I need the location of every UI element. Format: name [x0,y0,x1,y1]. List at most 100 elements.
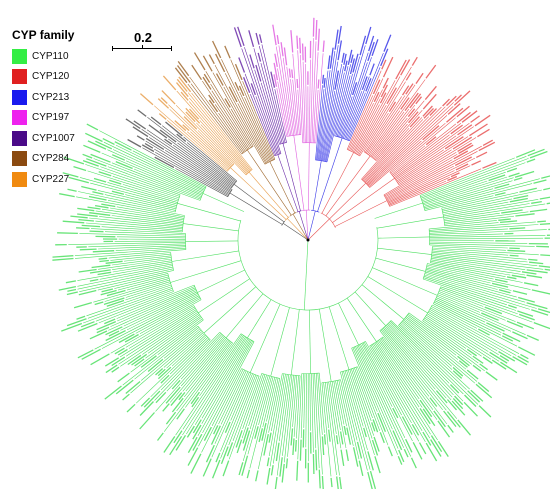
clade-stem [304,239,309,310]
subclade-branch [354,291,386,326]
leaf-label [433,410,446,428]
leaf-branch [191,92,253,170]
leaf-label [65,280,77,284]
leaf-label [377,412,387,433]
leaf-branch [200,124,248,175]
scale-bar-label: 0.2 [133,30,153,45]
leaf-label [96,321,117,331]
leaf-label [77,349,94,359]
leaf-branch [339,96,353,138]
leaf-label [291,69,294,79]
leaf-branch [345,76,370,140]
leaf-branch [214,104,247,151]
leaf-label [122,393,130,401]
leaf-branch [431,252,528,263]
leaf-label [470,389,484,402]
leaf-branch [76,196,185,218]
leaf-branch [101,296,200,349]
leaf-label [350,54,354,64]
leaf-branch [239,91,272,161]
leaf-branch [367,106,454,186]
leaf-branch [430,261,511,276]
leaf-label [171,379,181,390]
leaf-branch [261,44,286,143]
leaf-label [488,174,506,182]
leaf-label [241,455,249,476]
leaf-label [255,32,260,45]
leaf-branch [101,208,184,222]
leaf-branch [321,91,336,161]
clade-stem [307,218,330,241]
leaf-label [177,61,190,77]
leaf-branch [356,76,401,155]
leaf-label [67,288,77,292]
leaf-branch [359,344,406,439]
leaf-label [57,232,78,235]
leaf-branch [439,288,533,323]
subclade-branch [309,309,311,374]
leaf-branch [122,325,199,386]
leaf-branch [361,110,423,180]
leaf-branch [326,64,351,162]
leaf-branch [99,130,207,187]
leaf-branch [311,373,314,453]
leaf-label [373,91,380,103]
leaf-label [105,326,123,336]
legend-item-cyp110: CYP110 [2,46,82,67]
leaf-label [81,348,101,360]
leaf-branch [187,92,252,171]
clade-cyp1007 [233,26,309,241]
leaf-branch [182,335,245,430]
leaf-label [474,114,491,127]
leaf-label [400,97,410,110]
leaf-branch [385,145,482,199]
leaf-branch [425,270,498,290]
leaf-branch [386,324,454,396]
leaf-branch [423,319,467,349]
leaf-branch [368,140,422,187]
leaf-branch [277,68,290,137]
subclade-branch [249,304,281,373]
leaf-branch [393,134,450,177]
leaf-branch [357,104,387,155]
leaf-branch [389,180,447,206]
leaf-label [109,179,122,185]
leaf-branch [346,370,364,427]
leaf-branch [198,341,255,447]
leaf-branch [351,368,374,436]
subclade-arc [193,305,204,321]
leaf-branch [157,319,204,356]
leaf-branch [163,332,204,368]
leaf-branch [363,119,424,182]
leaf-branch [340,372,358,441]
leaf-label [518,313,535,321]
leaf-label [176,82,189,98]
leaf-branch [326,382,340,476]
leaf-branch [389,321,464,395]
leaf-label [463,401,478,417]
leaf-label [290,428,294,446]
leaf-branch [350,102,374,152]
leaf-branch [425,316,492,360]
legend-item-cyp1007: CYP1007 [2,128,82,149]
leaf-branch [99,216,183,227]
leaf-label [100,289,117,296]
leaf-label [533,321,550,330]
leaf-label [234,63,243,81]
leaf-branch [362,117,423,181]
leaf-label [537,220,546,223]
leaf-label [288,68,291,78]
leaf-branch [104,231,186,236]
leaf-branch [426,266,531,290]
leaf-label [106,289,126,297]
leaf-label [164,138,173,145]
leaf-branch [381,337,448,425]
leaf-label [367,41,375,62]
leaf-label [270,464,274,476]
leaf-branch [352,98,381,153]
subclade-branch [375,257,426,272]
leaf-branch [142,314,200,355]
leaf-branch [423,276,530,310]
leaf-branch [318,70,331,161]
leaf-label [78,268,97,273]
